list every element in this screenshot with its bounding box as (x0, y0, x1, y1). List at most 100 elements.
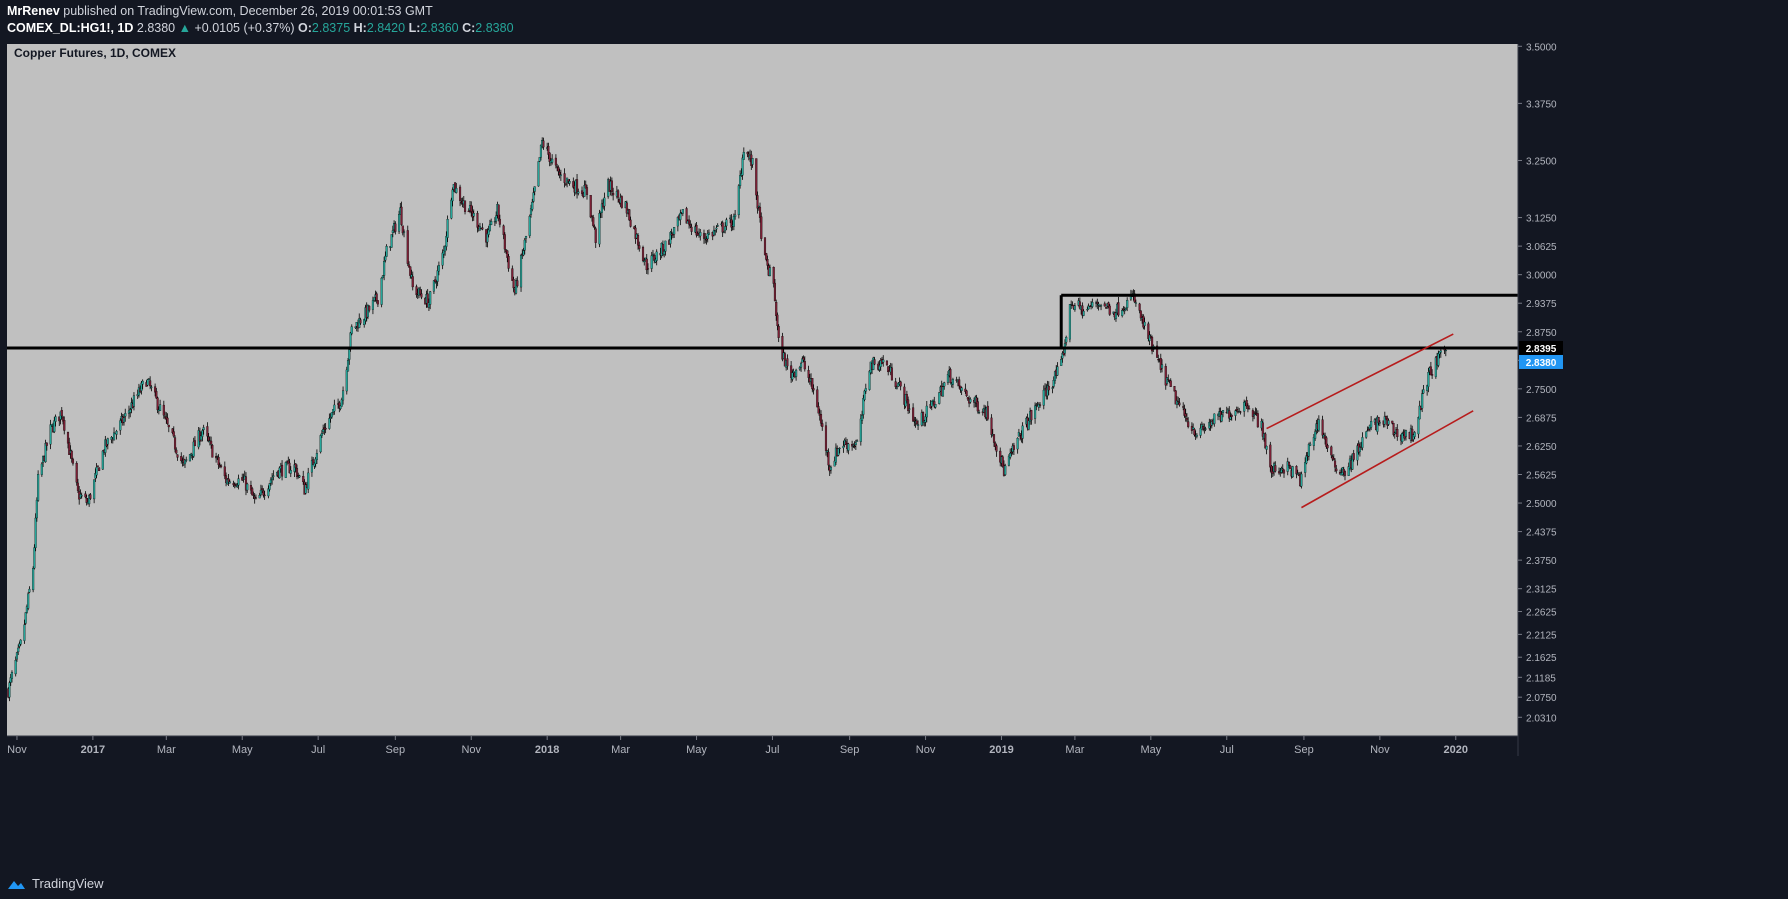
candle-down (1103, 303, 1106, 307)
candle-up (346, 360, 350, 372)
y-tick-label: 2.5000 (1526, 499, 1557, 510)
candle-up (488, 224, 491, 231)
candles-layer (7, 137, 1447, 702)
candle-down (755, 158, 758, 196)
candle-down (70, 450, 73, 459)
y-tick-label: 2.1185 (1526, 673, 1556, 684)
candle-up (380, 277, 383, 305)
author-name[interactable]: MrRenev (7, 4, 60, 18)
candle-down (262, 490, 265, 496)
candle-up (1366, 430, 1369, 432)
candle-up (330, 412, 333, 418)
tradingview-logo[interactable]: TradingView (6, 876, 104, 891)
candle-down (1030, 409, 1033, 421)
candle-up (141, 380, 144, 385)
candle-up (1383, 416, 1386, 425)
candle-up (37, 474, 40, 501)
price-chart[interactable]: 3.5000 3.3750 3.2500 3.1250 3.0625 3.0000 2.93… (0, 40, 1788, 860)
candle-up (1387, 420, 1390, 425)
y-tick-label: 2.7500 (1526, 385, 1557, 396)
candle-down (406, 230, 409, 264)
candle-down (594, 228, 597, 243)
candle-down (1096, 302, 1099, 304)
candle-up (339, 405, 342, 409)
candle-down (516, 280, 519, 287)
candle-down (958, 379, 961, 387)
candle-down (162, 404, 165, 416)
candle-down (1321, 419, 1324, 436)
candle-up (1421, 393, 1424, 409)
candle-down (564, 183, 567, 185)
candle-down (1429, 366, 1432, 376)
y-tick-label: 2.8750 (1526, 328, 1557, 339)
candle-up (1143, 321, 1146, 326)
candle-down (661, 244, 664, 254)
chart-title: Copper Futures, 1D, COMEX (14, 46, 176, 60)
candle-up (371, 300, 374, 310)
candle-up (1418, 405, 1421, 420)
y-tick-label: 2.3750 (1526, 556, 1557, 567)
candle-up (868, 370, 871, 390)
candle-up (679, 212, 682, 220)
candle-down (1230, 414, 1233, 417)
candle-down (173, 437, 177, 450)
candle-up (1124, 308, 1127, 310)
candle-up (864, 388, 867, 392)
candle-down (434, 279, 437, 283)
candle-down (1261, 422, 1264, 437)
price-axis: 3.5000 3.3750 3.2500 3.1250 3.0625 3.0000 2.93… (1518, 42, 1563, 724)
candle-up (924, 416, 927, 423)
candle-down (89, 494, 92, 499)
symbol-name: COMEX_DL:HG1!, 1D (7, 21, 134, 35)
candle-down (646, 268, 650, 270)
candle-up (159, 404, 162, 411)
candle-up (1370, 420, 1373, 428)
candle-up (1296, 473, 1299, 475)
chart-pane[interactable] (7, 44, 1518, 736)
candle-down (636, 235, 640, 246)
brand-name: TradingView (32, 876, 104, 891)
candle-down (1282, 469, 1286, 474)
candle-up (342, 390, 345, 401)
candle-up (490, 221, 493, 226)
candle-down (1169, 380, 1172, 387)
candle-down (1333, 460, 1337, 468)
candle-up (706, 233, 709, 239)
x-tick-label: Mar (1065, 744, 1084, 756)
low-label: L: (408, 21, 421, 35)
x-tick-label: 2018 (535, 744, 559, 756)
candle-down (671, 234, 674, 236)
candle-down (1367, 429, 1370, 431)
candle-down (620, 196, 623, 208)
x-tick-label: Sep (1294, 744, 1314, 756)
last-price-tag (1519, 354, 1563, 369)
candle-down (899, 381, 902, 387)
candle-down (76, 482, 79, 491)
candle-up (429, 291, 432, 305)
candle-up (269, 479, 272, 484)
candle-up (768, 267, 772, 276)
candle-up (1305, 455, 1308, 464)
candle-up (53, 420, 56, 432)
drawings-layer (7, 293, 1518, 509)
candle-down (1138, 303, 1141, 311)
candle-down (60, 409, 63, 417)
candle-up (1121, 310, 1124, 316)
candle-down (645, 258, 648, 271)
candle-up (1199, 427, 1202, 436)
x-tick-label: Mar (611, 744, 630, 756)
candle-down (1332, 458, 1335, 460)
candle-down (1187, 421, 1190, 427)
candle-up (650, 255, 653, 269)
candle-up (1300, 473, 1303, 487)
candle-down (542, 140, 545, 148)
candle-up (791, 372, 794, 380)
candle-up (93, 479, 96, 500)
up-arrow-icon: ▲ (178, 21, 191, 35)
candle-up (1253, 414, 1256, 416)
candle-up (1097, 303, 1100, 306)
y-tick-label: 3.3750 (1526, 99, 1557, 110)
candle-down (459, 186, 462, 201)
candle-up (320, 433, 323, 436)
candle-down (1335, 468, 1338, 472)
